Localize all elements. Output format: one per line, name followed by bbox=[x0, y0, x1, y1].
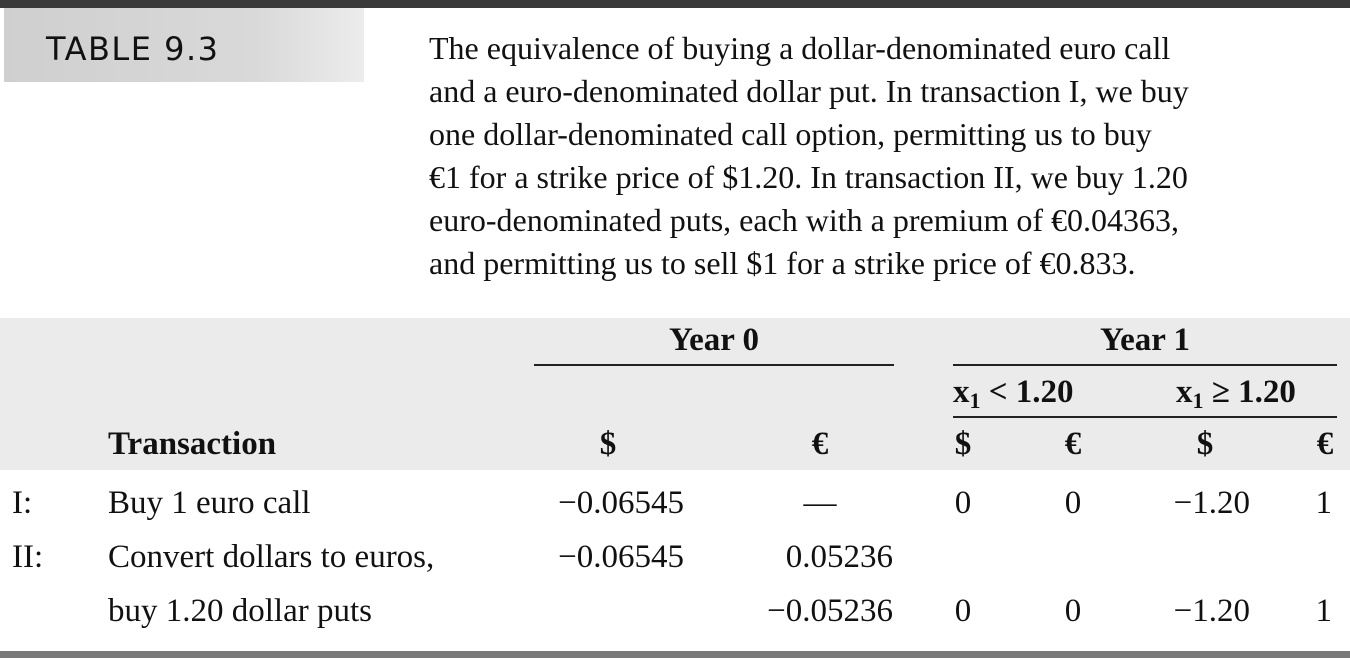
year0-header: Year 0 bbox=[668, 322, 760, 358]
y0-euro-value: — bbox=[803, 485, 837, 521]
c2-dollar-value: −1.20 bbox=[1173, 485, 1250, 521]
c2-euro-value: 1 bbox=[1315, 485, 1333, 521]
c1-euro-header: € bbox=[1064, 426, 1082, 462]
year1-rule bbox=[953, 364, 1337, 366]
caption-line: and a euro-denominated dollar put. In tr… bbox=[429, 73, 1189, 109]
year0-rule bbox=[534, 364, 894, 366]
y0-euro-header: € bbox=[811, 426, 829, 462]
table-label-box: TABLE 9.3 bbox=[4, 8, 364, 82]
condition-below-strike: x1 < 1.20 bbox=[953, 374, 1074, 413]
y0-dollar-header: $ bbox=[599, 426, 617, 462]
condition-rule bbox=[953, 416, 1337, 418]
row-id: II: bbox=[12, 539, 44, 575]
c2-dollar-header: $ bbox=[1196, 426, 1214, 462]
y0-dollar-value: −0.06545 bbox=[558, 539, 684, 575]
year1-header: Year 1 bbox=[1099, 322, 1191, 358]
c2-dollar-value: −1.20 bbox=[1173, 593, 1250, 629]
table-label: TABLE 9.3 bbox=[46, 30, 220, 68]
condition-above-strike: x1 ≥ 1.20 bbox=[1176, 374, 1296, 413]
caption-line: euro-denominated puts, each with a premi… bbox=[429, 202, 1180, 238]
row-transaction: Buy 1 euro call bbox=[108, 485, 311, 521]
caption-line: €1 for a strike price of $1.20. In trans… bbox=[429, 159, 1188, 195]
table-caption: The equivalence of buying a dollar-denom… bbox=[429, 27, 1289, 285]
c2-euro-header: € bbox=[1316, 426, 1334, 462]
row-transaction: buy 1.20 dollar puts bbox=[108, 593, 372, 629]
c1-dollar-value: 0 bbox=[954, 593, 972, 629]
c1-dollar-value: 0 bbox=[954, 485, 972, 521]
transaction-header: Transaction bbox=[108, 426, 277, 462]
row-transaction: Convert dollars to euros, bbox=[108, 539, 435, 575]
bottom-rule bbox=[0, 651, 1350, 658]
c1-dollar-header: $ bbox=[954, 426, 972, 462]
caption-line: one dollar-denominated call option, perm… bbox=[429, 116, 1152, 152]
caption-line: and permitting us to sell $1 for a strik… bbox=[429, 245, 1136, 281]
c2-euro-value: 1 bbox=[1315, 593, 1333, 629]
c1-euro-value: 0 bbox=[1064, 485, 1082, 521]
top-rule bbox=[0, 0, 1350, 8]
c1-euro-value: 0 bbox=[1064, 593, 1082, 629]
caption-line: The equivalence of buying a dollar-denom… bbox=[429, 30, 1171, 66]
y0-dollar-value: −0.06545 bbox=[558, 485, 684, 521]
table-header bbox=[0, 318, 1350, 470]
y0-euro-value: −0.05236 bbox=[767, 593, 893, 629]
row-id: I: bbox=[12, 485, 33, 521]
y0-euro-value: 0.05236 bbox=[785, 539, 893, 575]
